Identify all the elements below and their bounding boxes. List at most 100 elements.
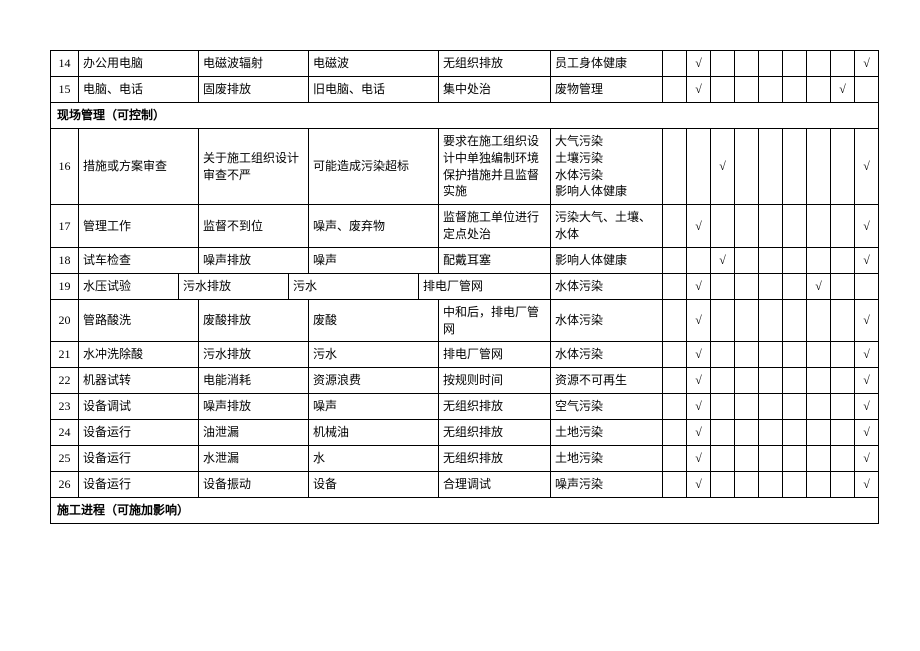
cell: 电脑、电话 bbox=[79, 77, 199, 103]
table-row: 15 电脑、电话 固废排放 旧电脑、电话 集中处治 废物管理 √ √ bbox=[51, 77, 879, 103]
cell: 电能消耗 bbox=[199, 368, 309, 394]
cell: 土地污染 bbox=[551, 446, 663, 472]
cell: 合理调试 bbox=[439, 472, 551, 498]
check: √ bbox=[855, 299, 879, 342]
cell: 水体污染 bbox=[551, 273, 663, 299]
cell: 可能造成污染超标 bbox=[309, 129, 439, 205]
row-num: 19 bbox=[51, 273, 79, 299]
table-row: 16 措施或方案审查 关于施工组织设计审查不严 可能造成污染超标 要求在施工组织… bbox=[51, 129, 879, 205]
check: √ bbox=[687, 446, 711, 472]
cell: 设备调试 bbox=[79, 394, 199, 420]
check: √ bbox=[687, 77, 711, 103]
row-num: 24 bbox=[51, 420, 79, 446]
cell: 水冲洗除酸 bbox=[79, 342, 199, 368]
check: √ bbox=[855, 446, 879, 472]
cell: 废酸 bbox=[309, 299, 439, 342]
section-title: 现场管理（可控制） bbox=[51, 103, 879, 129]
cell: 管理工作 bbox=[79, 205, 199, 248]
cell: 电磁波 bbox=[309, 51, 439, 77]
cell: 设备运行 bbox=[79, 446, 199, 472]
check: √ bbox=[687, 394, 711, 420]
check: √ bbox=[855, 129, 879, 205]
check: √ bbox=[855, 342, 879, 368]
cell: 管路酸洗 bbox=[79, 299, 199, 342]
check: √ bbox=[687, 51, 711, 77]
table-row: 14 办公用电脑 电磁波辐射 电磁波 无组织排放 员工身体健康 √ √ bbox=[51, 51, 879, 77]
cell: 水压试验 bbox=[79, 273, 179, 299]
cell: 无组织排放 bbox=[439, 394, 551, 420]
cell: 试车检查 bbox=[79, 247, 199, 273]
cell: 废酸排放 bbox=[199, 299, 309, 342]
cell: 废物管理 bbox=[551, 77, 663, 103]
cell: 中和后，排电厂管网 bbox=[439, 299, 551, 342]
check: √ bbox=[855, 205, 879, 248]
table-row: 18 试车检查 噪声排放 噪声 配戴耳塞 影响人体健康 √ √ bbox=[51, 247, 879, 273]
cell: 设备 bbox=[309, 472, 439, 498]
cell: 电磁波辐射 bbox=[199, 51, 309, 77]
check: √ bbox=[807, 273, 831, 299]
cell: 机械油 bbox=[309, 420, 439, 446]
cell: 污水排放 bbox=[199, 342, 309, 368]
check: √ bbox=[687, 273, 711, 299]
check: √ bbox=[855, 472, 879, 498]
cell: 污染大气、土壤、水体 bbox=[551, 205, 663, 248]
check: √ bbox=[687, 368, 711, 394]
cell: 员工身体健康 bbox=[551, 51, 663, 77]
cell: 集中处治 bbox=[439, 77, 551, 103]
check: √ bbox=[687, 472, 711, 498]
cell: 空气污染 bbox=[551, 394, 663, 420]
cell: 影响人体健康 bbox=[551, 247, 663, 273]
cell: 机器试转 bbox=[79, 368, 199, 394]
cell: 噪声 bbox=[309, 394, 439, 420]
row-num: 14 bbox=[51, 51, 79, 77]
cell: 污水 bbox=[309, 342, 439, 368]
section-title: 施工进程（可施加影响） bbox=[51, 498, 879, 524]
check: √ bbox=[855, 420, 879, 446]
row-num: 18 bbox=[51, 247, 79, 273]
section-row: 施工进程（可施加影响） bbox=[51, 498, 879, 524]
check: √ bbox=[855, 51, 879, 77]
cell: 水 bbox=[309, 446, 439, 472]
check: √ bbox=[855, 368, 879, 394]
cell: 资源不可再生 bbox=[551, 368, 663, 394]
cell: 污水排放 bbox=[179, 273, 289, 299]
table-row: 24 设备运行 油泄漏 机械油 无组织排放 土地污染 √ √ bbox=[51, 420, 879, 446]
check: √ bbox=[687, 205, 711, 248]
cell: 排电厂管网 bbox=[439, 342, 551, 368]
cell: 水泄漏 bbox=[199, 446, 309, 472]
cell: 噪声排放 bbox=[199, 394, 309, 420]
cell: 污水 bbox=[289, 273, 419, 299]
cell: 水体污染 bbox=[551, 299, 663, 342]
cell: 排电厂管网 bbox=[419, 273, 551, 299]
row-num: 16 bbox=[51, 129, 79, 205]
row-num: 23 bbox=[51, 394, 79, 420]
cell: 噪声排放 bbox=[199, 247, 309, 273]
cell: 油泄漏 bbox=[199, 420, 309, 446]
row-num: 21 bbox=[51, 342, 79, 368]
row-num: 20 bbox=[51, 299, 79, 342]
table-row: 25 设备运行 水泄漏 水 无组织排放 土地污染 √ √ bbox=[51, 446, 879, 472]
cell: 旧电脑、电话 bbox=[309, 77, 439, 103]
env-factors-table: 14 办公用电脑 电磁波辐射 电磁波 无组织排放 员工身体健康 √ √ 15 电… bbox=[50, 50, 879, 524]
table-row: 19 水压试验 污水排放 污水 排电厂管网 水体污染 √ √ bbox=[51, 273, 879, 299]
cell: 要求在施工组织设计中单独编制环境保护措施并且监督实施 bbox=[439, 129, 551, 205]
cell: 无组织排放 bbox=[439, 420, 551, 446]
check: √ bbox=[711, 247, 735, 273]
cell: 关于施工组织设计审查不严 bbox=[199, 129, 309, 205]
cell: 设备运行 bbox=[79, 472, 199, 498]
cell: 配戴耳塞 bbox=[439, 247, 551, 273]
row-num: 22 bbox=[51, 368, 79, 394]
cell: 大气污染 土壤污染 水体污染 影响人体健康 bbox=[551, 129, 663, 205]
cell: 设备振动 bbox=[199, 472, 309, 498]
cell: 噪声污染 bbox=[551, 472, 663, 498]
cell: 措施或方案审查 bbox=[79, 129, 199, 205]
check: √ bbox=[687, 342, 711, 368]
check: √ bbox=[831, 77, 855, 103]
row-num: 26 bbox=[51, 472, 79, 498]
row-num: 15 bbox=[51, 77, 79, 103]
section-row: 现场管理（可控制） bbox=[51, 103, 879, 129]
cell: 土地污染 bbox=[551, 420, 663, 446]
check: √ bbox=[687, 420, 711, 446]
table-row: 20 管路酸洗 废酸排放 废酸 中和后，排电厂管网 水体污染 √ √ bbox=[51, 299, 879, 342]
cell: 资源浪费 bbox=[309, 368, 439, 394]
